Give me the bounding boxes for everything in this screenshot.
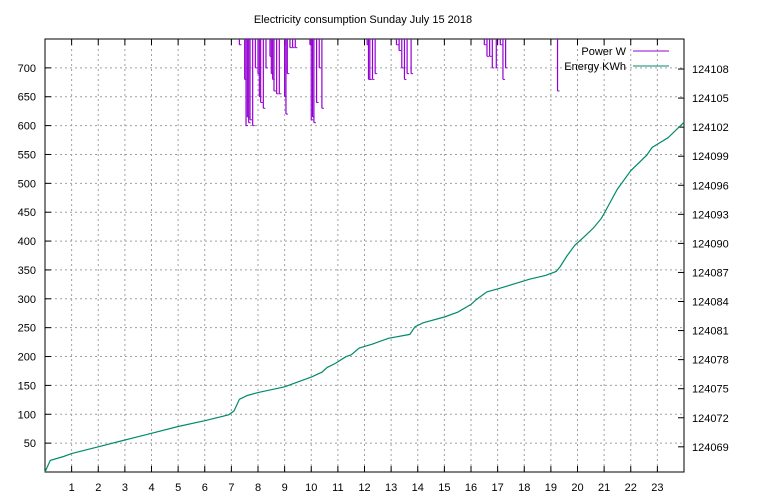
- y-right-tick-label: 124096: [692, 180, 729, 192]
- y-left-tick-label: 650: [18, 92, 36, 104]
- x-tick-label: 9: [282, 482, 288, 494]
- x-tick-label: 3: [122, 482, 128, 494]
- x-tick-label: 18: [518, 482, 530, 494]
- y-left-tick-label: 50: [24, 438, 36, 450]
- y-right-tick-label: 124078: [692, 355, 729, 367]
- x-tick-label: 11: [332, 482, 343, 494]
- x-tick-label: 8: [255, 482, 261, 494]
- legend: Power W Energy KWh: [564, 46, 669, 73]
- x-tick-label: 20: [571, 482, 583, 494]
- x-tick-label: 13: [385, 482, 397, 494]
- x-tick-label: 23: [651, 482, 663, 494]
- y-left-tick-label: 100: [18, 409, 36, 421]
- chart-title: Electricity consumption Sunday July 15 2…: [254, 14, 472, 26]
- x-tick-label: 17: [492, 482, 504, 494]
- y-right-tick-label: 124072: [692, 413, 729, 425]
- data-series: [44, 39, 685, 473]
- y-right-tick-label: 124075: [692, 384, 729, 396]
- x-tick-label: 4: [148, 482, 154, 494]
- y-right-tick-label: 124084: [692, 297, 729, 309]
- x-tick-label: 5: [175, 482, 181, 494]
- y-left-tick-label: 300: [18, 294, 36, 306]
- x-tick-label: 14: [412, 482, 424, 494]
- x-tick-label: 21: [598, 482, 610, 494]
- grid-lines: [45, 39, 684, 472]
- x-tick-label: 12: [358, 482, 370, 494]
- y-left-tick-label: 550: [18, 149, 36, 161]
- y-left-tick-label: 700: [18, 63, 36, 75]
- y-right-tick-label: 124102: [692, 122, 729, 134]
- y-left-tick-label: 150: [18, 380, 36, 392]
- x-tick-label: 22: [625, 482, 637, 494]
- y-right-tick-label: 124093: [692, 209, 729, 221]
- y-right-tick-label: 124069: [692, 442, 729, 454]
- legend-label-power: Power W: [581, 46, 626, 58]
- axis-ticks: 1 2 3 4 5 6 7 8 9 10 11 12 13 14 15 16 17 18 19 20 21 22 23501…: [18, 39, 729, 494]
- y-left-tick-label: 350: [18, 265, 36, 277]
- y-left-tick-label: 400: [18, 236, 36, 248]
- y-left-tick-label: 250: [18, 323, 36, 335]
- y-left-tick-label: 600: [18, 121, 36, 133]
- x-tick-label: 16: [465, 482, 477, 494]
- y-left-tick-label: 450: [18, 207, 36, 219]
- y-left-tick-label: 500: [18, 178, 36, 190]
- y-right-tick-label: 124087: [692, 267, 729, 279]
- power-series: [238, 39, 560, 127]
- y-left-tick-label: 200: [18, 352, 36, 364]
- y-right-tick-label: 124105: [692, 93, 729, 105]
- x-tick-label: 1: [69, 482, 75, 494]
- x-tick-label: 19: [545, 482, 557, 494]
- y-right-tick-label: 124099: [692, 151, 729, 163]
- energy-series: [44, 121, 685, 473]
- y-right-tick-label: 124090: [692, 238, 729, 250]
- x-tick-label: 7: [228, 482, 234, 494]
- x-tick-label: 10: [305, 482, 317, 494]
- energy-line: [44, 121, 685, 473]
- x-tick-label: 2: [95, 482, 101, 494]
- legend-label-energy: Energy KWh: [564, 61, 626, 73]
- x-tick-label: 6: [202, 482, 208, 494]
- y-right-tick-label: 124108: [692, 64, 729, 76]
- x-tick-label: 15: [438, 482, 450, 494]
- y-right-tick-label: 124081: [692, 326, 729, 338]
